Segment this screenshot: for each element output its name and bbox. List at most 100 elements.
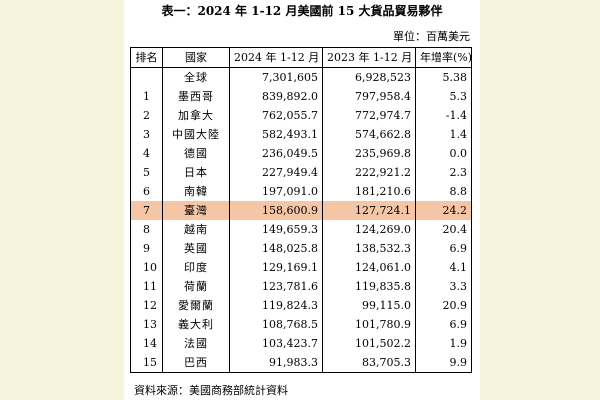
cell-2023: 101,780.9 — [322, 315, 416, 334]
header-rank: 排名 — [130, 47, 163, 68]
cell-country: 巴西 — [162, 353, 230, 373]
cell-rank: 9 — [130, 239, 163, 258]
cell-2024: 148,025.8 — [229, 239, 323, 258]
cell-growth: 20.4 — [415, 220, 472, 239]
source-note: 資料來源：美國商務部統計資料 — [134, 384, 288, 397]
cell-2024: 149,659.3 — [229, 220, 323, 239]
cell-rank: 6 — [130, 182, 163, 201]
cell-country: 南韓 — [162, 182, 230, 201]
cell-rank: 5 — [130, 163, 163, 182]
cell-country: 中國大陸 — [162, 125, 230, 144]
cell-2024: 582,493.1 — [229, 125, 323, 144]
table-row: 1 墨西哥 839,892.0 797,958.4 5.3 — [130, 87, 472, 106]
table-row: 4 德國 236,049.5 235,969.8 0.0 — [130, 144, 472, 163]
cell-country: 越南 — [162, 220, 230, 239]
cell-country: 加拿大 — [162, 106, 230, 125]
cell-growth: 1.9 — [415, 334, 472, 353]
cell-2023: 99,115.0 — [322, 296, 416, 315]
cell-2024: 129,169.1 — [229, 258, 323, 277]
cell-rank: 2 — [130, 106, 163, 125]
cell-2023: 83,705.3 — [322, 353, 416, 373]
trade-partners-table: 排名 國家 2024 年 1-12 月 2023 年 1-12 月 年增率(%)… — [130, 47, 472, 373]
table-row: 8 越南 149,659.3 124,269.0 20.4 — [130, 220, 472, 239]
cell-rank: 15 — [130, 353, 163, 373]
table-row: 全球 7,301,605 6,928,523 5.38 — [130, 67, 472, 87]
table-row: 2 加拿大 762,055.7 772,974.7 -1.4 — [130, 106, 472, 125]
cell-rank: 13 — [130, 315, 163, 334]
header-2023: 2023 年 1-12 月 — [322, 47, 416, 68]
cell-rank: 1 — [130, 87, 163, 106]
cell-growth: 3.3 — [415, 277, 472, 296]
cell-2024: 227,949.4 — [229, 163, 323, 182]
cell-growth: 5.3 — [415, 87, 472, 106]
cell-growth: 6.9 — [415, 315, 472, 334]
cell-rank: 12 — [130, 296, 163, 315]
table-row: 15 巴西 91,983.3 83,705.3 9.9 — [130, 353, 472, 373]
cell-2023: 124,269.0 — [322, 220, 416, 239]
cell-2024: 839,892.0 — [229, 87, 323, 106]
cell-2023: 6,928,523 — [322, 67, 416, 87]
cell-2023: 574,662.8 — [322, 125, 416, 144]
table-header-row: 排名 國家 2024 年 1-12 月 2023 年 1-12 月 年增率(%) — [130, 47, 472, 68]
table-row: 9 英國 148,025.8 138,532.3 6.9 — [130, 239, 472, 258]
cell-2024: 119,824.3 — [229, 296, 323, 315]
cell-2024: 158,600.9 — [229, 201, 323, 220]
cell-country: 臺灣 — [162, 201, 230, 220]
cell-growth: 6.9 — [415, 239, 472, 258]
cell-growth: 2.3 — [415, 163, 472, 182]
table-row: 3 中國大陸 582,493.1 574,662.8 1.4 — [130, 125, 472, 144]
cell-rank — [130, 67, 163, 87]
cell-rank: 7 — [130, 201, 163, 220]
cell-2023: 119,835.8 — [322, 277, 416, 296]
cell-2023: 124,061.0 — [322, 258, 416, 277]
header-country: 國家 — [162, 47, 230, 68]
cell-country: 愛爾蘭 — [162, 296, 230, 315]
cell-growth: 24.2 — [415, 201, 472, 220]
cell-2024: 123,781.6 — [229, 277, 323, 296]
cell-country: 法國 — [162, 334, 230, 353]
cell-growth: 4.1 — [415, 258, 472, 277]
cell-country: 義大利 — [162, 315, 230, 334]
cell-2023: 138,532.3 — [322, 239, 416, 258]
table-title: 表一：2024 年 1-12 月美國前 15 大貨品貿易夥伴 — [161, 4, 443, 18]
header-growth: 年增率(%) — [415, 47, 472, 68]
cell-2023: 222,921.2 — [322, 163, 416, 182]
cell-rank: 8 — [130, 220, 163, 239]
cell-country: 全球 — [162, 67, 230, 87]
cell-2023: 235,969.8 — [322, 144, 416, 163]
cell-country: 德國 — [162, 144, 230, 163]
cell-growth: 0.0 — [415, 144, 472, 163]
cell-growth: 20.9 — [415, 296, 472, 315]
table-row: 7 臺灣 158,600.9 127,724.1 24.2 — [130, 201, 472, 220]
cell-2024: 103,423.7 — [229, 334, 323, 353]
cell-2024: 762,055.7 — [229, 106, 323, 125]
cell-2023: 797,958.4 — [322, 87, 416, 106]
table-row: 14 法國 103,423.7 101,502.2 1.9 — [130, 334, 472, 353]
table-row: 10 印度 129,169.1 124,061.0 4.1 — [130, 258, 472, 277]
cell-country: 荷蘭 — [162, 277, 230, 296]
table-row: 6 南韓 197,091.0 181,210.6 8.8 — [130, 182, 472, 201]
cell-2024: 236,049.5 — [229, 144, 323, 163]
cell-growth: -1.4 — [415, 106, 472, 125]
unit-label: 單位：百萬美元 — [393, 30, 470, 43]
cell-2023: 101,502.2 — [322, 334, 416, 353]
cell-country: 墨西哥 — [162, 87, 230, 106]
cell-growth: 1.4 — [415, 125, 472, 144]
cell-rank: 10 — [130, 258, 163, 277]
cell-growth: 9.9 — [415, 353, 472, 373]
cell-rank: 3 — [130, 125, 163, 144]
table-row: 5 日本 227,949.4 222,921.2 2.3 — [130, 163, 472, 182]
cell-rank: 14 — [130, 334, 163, 353]
cell-2023: 127,724.1 — [322, 201, 416, 220]
cell-rank: 11 — [130, 277, 163, 296]
cell-growth: 8.8 — [415, 182, 472, 201]
cell-2024: 197,091.0 — [229, 182, 323, 201]
cell-2023: 181,210.6 — [322, 182, 416, 201]
cell-rank: 4 — [130, 144, 163, 163]
cell-2024: 91,983.3 — [229, 353, 323, 373]
document-page: 表一：2024 年 1-12 月美國前 15 大貨品貿易夥伴 單位：百萬美元 排… — [124, 0, 480, 400]
cell-2024: 108,768.5 — [229, 315, 323, 334]
cell-growth: 5.38 — [415, 67, 472, 87]
table-row: 12 愛爾蘭 119,824.3 99,115.0 20.9 — [130, 296, 472, 315]
table-row: 11 荷蘭 123,781.6 119,835.8 3.3 — [130, 277, 472, 296]
